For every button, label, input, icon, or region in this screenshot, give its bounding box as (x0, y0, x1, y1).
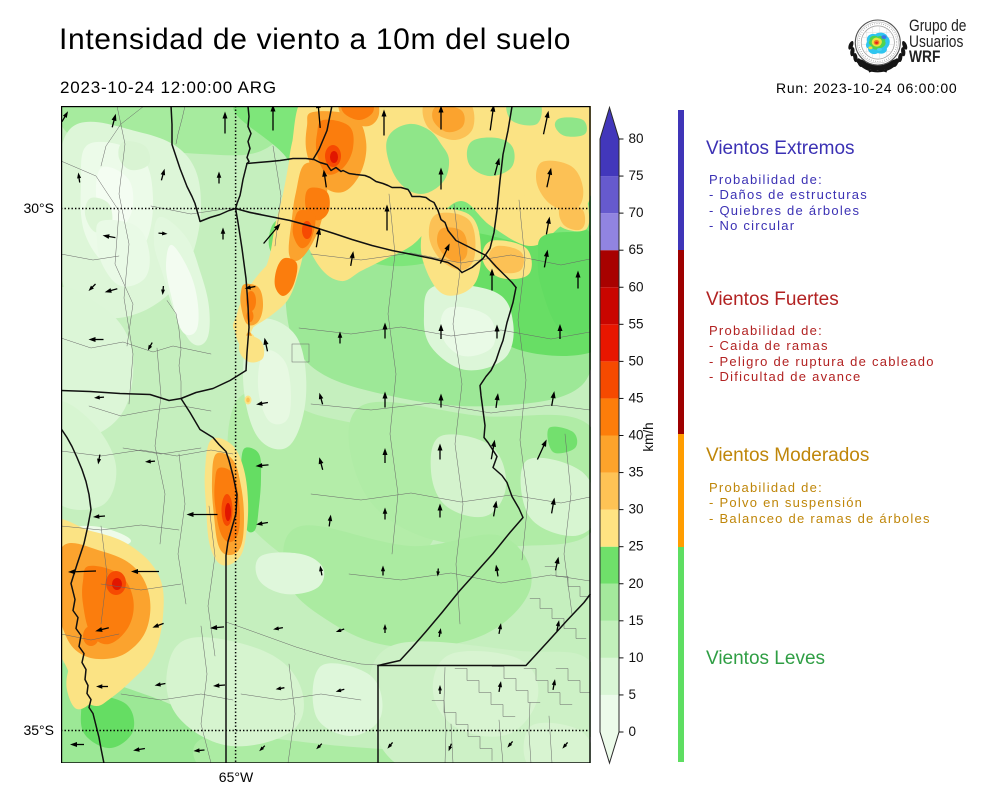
svg-text:50: 50 (629, 353, 644, 368)
svg-text:80: 80 (629, 131, 644, 146)
svg-text:0: 0 (629, 724, 637, 739)
svg-text:10: 10 (629, 650, 644, 665)
svg-text:70: 70 (629, 205, 644, 220)
svg-text:5: 5 (629, 687, 637, 702)
svg-text:35: 35 (629, 465, 644, 480)
svg-text:25: 25 (629, 539, 644, 554)
svg-text:30: 30 (629, 502, 644, 517)
svg-text:55: 55 (629, 316, 644, 331)
svg-text:40: 40 (629, 428, 644, 443)
svg-text:75: 75 (629, 168, 644, 183)
svg-text:km/h: km/h (641, 422, 656, 451)
svg-text:60: 60 (629, 279, 644, 294)
svg-text:45: 45 (629, 390, 644, 405)
svg-text:20: 20 (629, 576, 644, 591)
svg-text:15: 15 (629, 613, 644, 628)
svg-text:65: 65 (629, 242, 644, 257)
